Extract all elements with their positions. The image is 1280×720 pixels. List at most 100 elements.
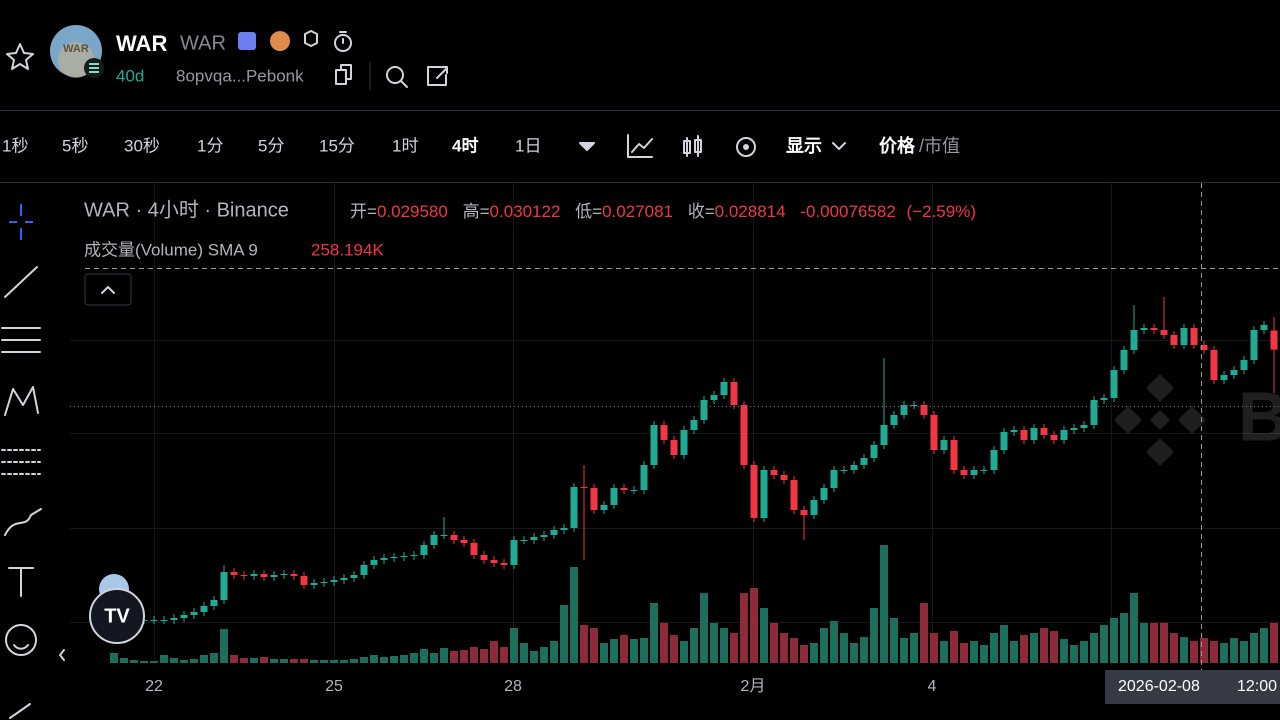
candle-body [930,415,938,450]
candle-body [570,487,578,528]
candle-body [1080,425,1088,428]
volume-bar [1090,633,1098,663]
x-axis: 22 25 28 2月 4 [145,678,936,695]
candle-body [230,572,238,575]
interval-bar: 1秒 5秒 30秒 1分 5分 15分 1时 4时 1日 [2,136,541,155]
x-tick-label: 22 [145,678,163,695]
svg-text:B: B [1238,377,1280,455]
candle-body [1220,375,1228,380]
volume-bar [410,653,418,663]
volume-bar [810,643,818,663]
brush-tool[interactable] [4,508,42,536]
candle-body [950,440,958,470]
volume-bar [770,623,778,663]
share-icon[interactable] [427,66,448,86]
collapse-button[interactable] [84,273,132,306]
volume-bar [260,657,268,663]
candle-body [170,618,178,620]
tradingview-logo[interactable] [89,588,145,644]
interval-dropdown[interactable] [579,142,595,151]
candle-body [670,440,678,455]
candle-body [1210,350,1218,380]
volume-bar [500,647,508,663]
interval-button[interactable]: 4时 [452,136,478,155]
candle-body [700,400,708,420]
display-menu[interactable]: 显示 [786,136,822,156]
token-address: 8opvqa...Pebonk [176,66,304,85]
symbol: WAR [116,31,167,56]
candle-body [1190,328,1198,345]
candle-body [1260,325,1268,330]
candle-body [650,425,658,465]
projection-tool[interactable] [1,449,41,475]
candle-body [500,563,508,565]
pattern-tool[interactable] [4,386,39,416]
badge [304,30,318,47]
volume-bar [140,661,148,663]
volume-bar [320,660,328,663]
text-tool[interactable] [8,567,34,597]
volume-bar [660,623,668,663]
volume-bar [450,651,458,663]
candle-body [250,574,258,576]
indicator-icon[interactable] [627,134,653,158]
volume-bar [310,660,318,663]
emoji-tool[interactable] [5,624,37,656]
interval-button[interactable]: 30秒 [124,136,160,155]
candle-body [740,405,748,465]
volume-bar [750,588,758,663]
search-icon[interactable] [386,66,404,84]
candle-body [970,470,978,475]
badge [238,32,256,50]
volume-bar [580,625,588,663]
candle-body [420,545,428,555]
trendline-tool[interactable] [4,266,38,298]
volume-bar [890,618,898,663]
volume-bar [1160,623,1168,663]
candle-body [1250,330,1258,360]
volume-bar [1200,638,1208,663]
legend-value: 0.027081 [602,202,673,221]
candle-body [280,574,288,575]
volume-bar [240,658,248,663]
interval-button[interactable]: 1日 [515,136,541,155]
volume-bar [760,608,768,663]
favorite-star[interactable] [6,43,34,70]
candle-body [1160,330,1168,335]
volume-bar [820,628,828,663]
x-tick-label: 25 [325,678,343,695]
volume-bar [1030,633,1038,663]
candle-body [220,572,228,600]
collapse-chevron [101,286,115,294]
settings-icon[interactable] [736,137,756,157]
volume-bar [1170,633,1178,663]
ruler-tool[interactable] [9,703,31,719]
candle-body [890,415,898,425]
candle-body [490,560,498,563]
interval-button[interactable]: 1时 [392,136,418,155]
symbol-sub: WAR [180,32,226,54]
interval-button[interactable]: 1秒 [2,136,28,155]
scroll-left[interactable] [59,649,65,661]
candle-body [1110,370,1118,398]
volume-bar [1100,625,1108,663]
volume-bar [1040,628,1048,663]
interval-button[interactable]: 15分 [319,136,355,155]
copy-icon[interactable] [335,64,352,85]
candle-body [630,490,638,491]
market-cap-toggle[interactable]: /市值 [919,136,960,156]
volume-bar [950,631,958,663]
candle-body [870,445,878,458]
interval-button[interactable]: 1分 [197,136,223,155]
crosshair-tool[interactable] [9,204,33,240]
candle-body [560,528,568,530]
candle-body [400,556,408,557]
candle-type-icon[interactable] [683,135,702,157]
interval-button[interactable]: 5分 [258,136,284,155]
interval-button[interactable]: 5秒 [62,136,88,155]
price-toggle[interactable]: 价格 [879,135,916,156]
fib-tool[interactable] [1,327,41,353]
chain-icon [89,63,99,73]
candle-body [1120,350,1128,370]
volume-bar [1150,623,1158,663]
